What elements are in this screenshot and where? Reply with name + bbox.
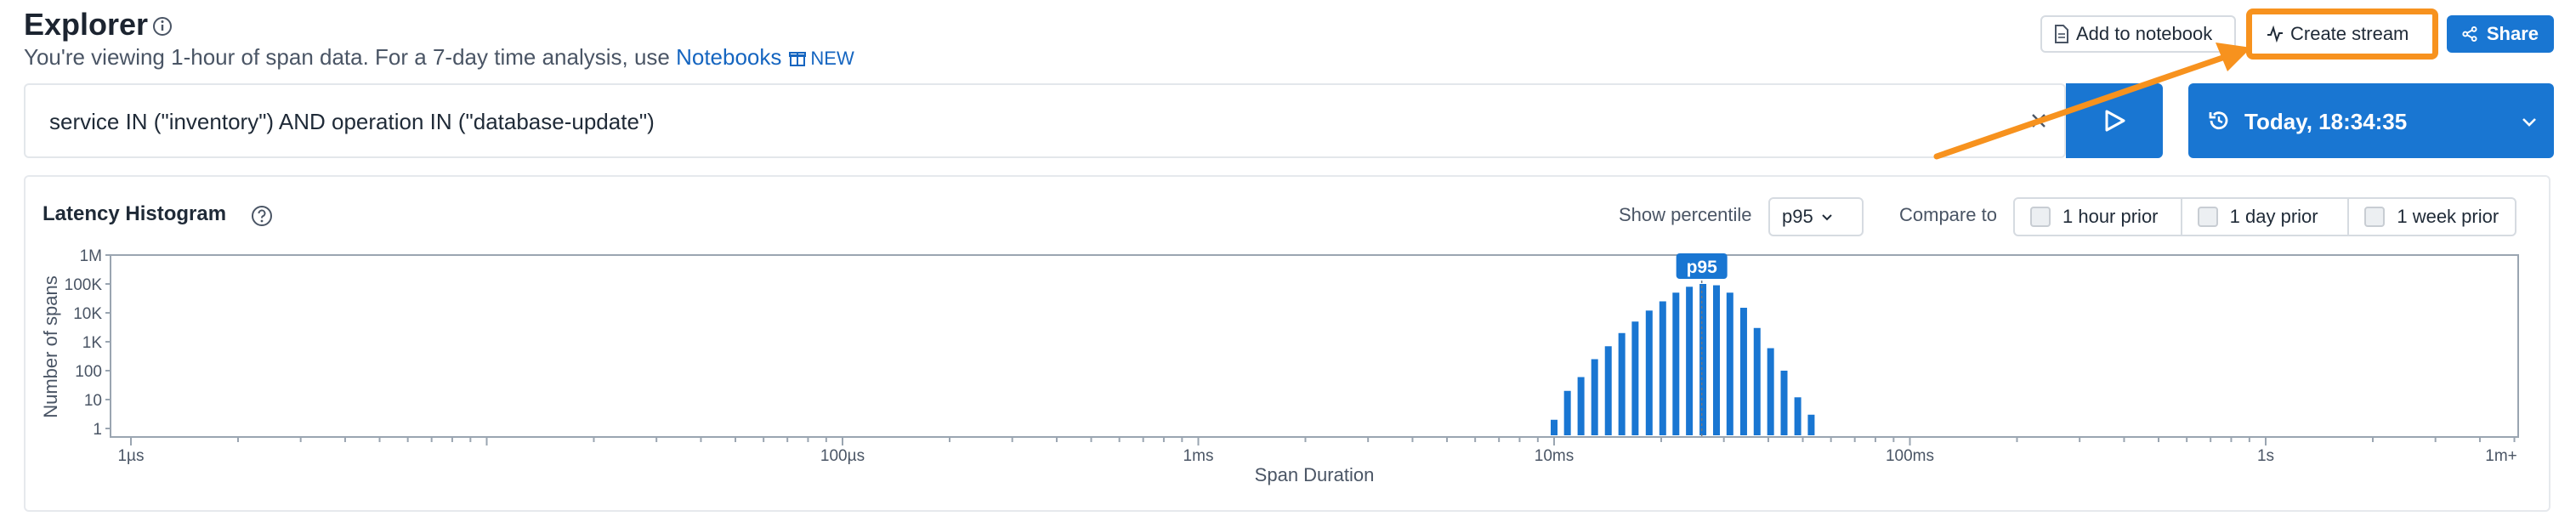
x-tick-label: 1µs	[117, 447, 144, 465]
histogram-bar	[1631, 321, 1639, 435]
compare-options: 1 hour prior 1 day prior 1 week prior	[2013, 197, 2516, 236]
histogram-bar	[1645, 310, 1653, 435]
compare-option-label: 1 hour prior	[2063, 206, 2159, 227]
histogram-bar	[1686, 287, 1694, 435]
histogram-bar	[1563, 390, 1571, 435]
compare-1-week[interactable]: 1 week prior	[2349, 199, 2515, 235]
y-tick-label: 1M	[80, 247, 102, 265]
compare-1-day[interactable]: 1 day prior	[2182, 199, 2350, 235]
share-label: Share	[2486, 23, 2539, 44]
chevron-down-icon	[1822, 214, 1832, 221]
checkbox[interactable]	[2197, 207, 2218, 227]
histogram-bar	[1604, 346, 1612, 435]
gift-icon	[789, 52, 807, 66]
help-icon[interactable]	[250, 204, 274, 228]
y-tick-label: 100	[75, 363, 102, 381]
histogram-bar	[1551, 419, 1558, 435]
histogram-bar	[1794, 397, 1801, 435]
share-icon	[2462, 26, 2477, 43]
compare-option-label: 1 day prior	[2229, 206, 2318, 227]
histogram-bar	[1780, 371, 1788, 435]
new-badge: NEW	[810, 48, 854, 69]
compare-option-label: 1 week prior	[2397, 206, 2499, 227]
time-picker-label: Today, 18:34:35	[2244, 109, 2408, 134]
histogram-bar	[1591, 359, 1598, 435]
page-title: Explorer	[24, 7, 149, 42]
x-axis-label: Span Duration	[1254, 464, 1375, 485]
create-stream-button[interactable]: Create stream	[2255, 15, 2430, 53]
histogram-bar	[1726, 292, 1733, 435]
x-tick-label: 1m+	[2485, 447, 2517, 465]
y-tick-label: 10K	[73, 305, 102, 323]
y-tick-label: 10	[84, 392, 102, 410]
histogram-bar	[1712, 285, 1720, 435]
add-to-notebook-button[interactable]: Add to notebook	[2040, 15, 2236, 53]
compare-1-hour[interactable]: 1 hour prior	[2015, 199, 2182, 235]
checkbox[interactable]	[2364, 207, 2386, 227]
notebooks-link[interactable]: Notebooks	[676, 44, 782, 70]
share-button[interactable]: Share	[2447, 15, 2554, 53]
y-tick-label: 100K	[65, 276, 103, 294]
show-percentile-label: Show percentile	[1619, 204, 1752, 225]
histogram-bar	[1672, 292, 1680, 435]
histogram-bar	[1767, 348, 1774, 435]
percentile-value: p95	[1782, 206, 1813, 227]
add-to-notebook-label: Add to notebook	[2076, 23, 2213, 44]
create-stream-highlight	[2246, 9, 2438, 60]
activity-icon	[2267, 26, 2283, 43]
y-tick-label: 1	[93, 421, 102, 439]
document-icon	[2055, 25, 2068, 43]
create-stream-label: Create stream	[2290, 23, 2409, 44]
x-tick-label: 1ms	[1183, 447, 1214, 465]
histogram-bar	[1659, 301, 1666, 435]
subtitle-text: You're viewing 1-hour of span data. For …	[24, 44, 677, 70]
info-icon[interactable]	[151, 15, 173, 37]
checkbox[interactable]	[2030, 207, 2051, 227]
y-tick-label: 1K	[82, 334, 103, 352]
histogram-bar	[1807, 414, 1815, 435]
histogram-bar	[1739, 308, 1747, 435]
percentile-select[interactable]: p95	[1768, 197, 1864, 236]
x-tick-label: 1s	[2257, 447, 2274, 465]
x-tick-label: 100µs	[820, 447, 865, 465]
histogram-bar	[1577, 377, 1585, 435]
x-tick-label: 100ms	[1886, 447, 1934, 465]
subtitle: You're viewing 1-hour of span data. For …	[24, 44, 854, 71]
query-value: service IN ("inventory") AND operation I…	[49, 109, 655, 134]
plot-area	[110, 254, 2519, 438]
histogram-title: Latency Histogram	[43, 202, 227, 225]
histogram-bar	[1753, 327, 1761, 435]
histogram-bar	[1699, 284, 1707, 435]
x-tick-label: 10ms	[1535, 447, 1574, 465]
query-input[interactable]	[24, 83, 2066, 158]
histogram-bar	[1618, 332, 1626, 435]
histogram-panel	[24, 175, 2550, 512]
compare-to-label: Compare to	[1899, 204, 1997, 225]
p95-marker-label: p95	[1687, 258, 1718, 277]
p95-marker-badge	[1676, 253, 1728, 279]
chevron-down-icon	[2522, 118, 2536, 127]
time-picker-button[interactable]: Today, 18:34:35	[2188, 83, 2554, 158]
